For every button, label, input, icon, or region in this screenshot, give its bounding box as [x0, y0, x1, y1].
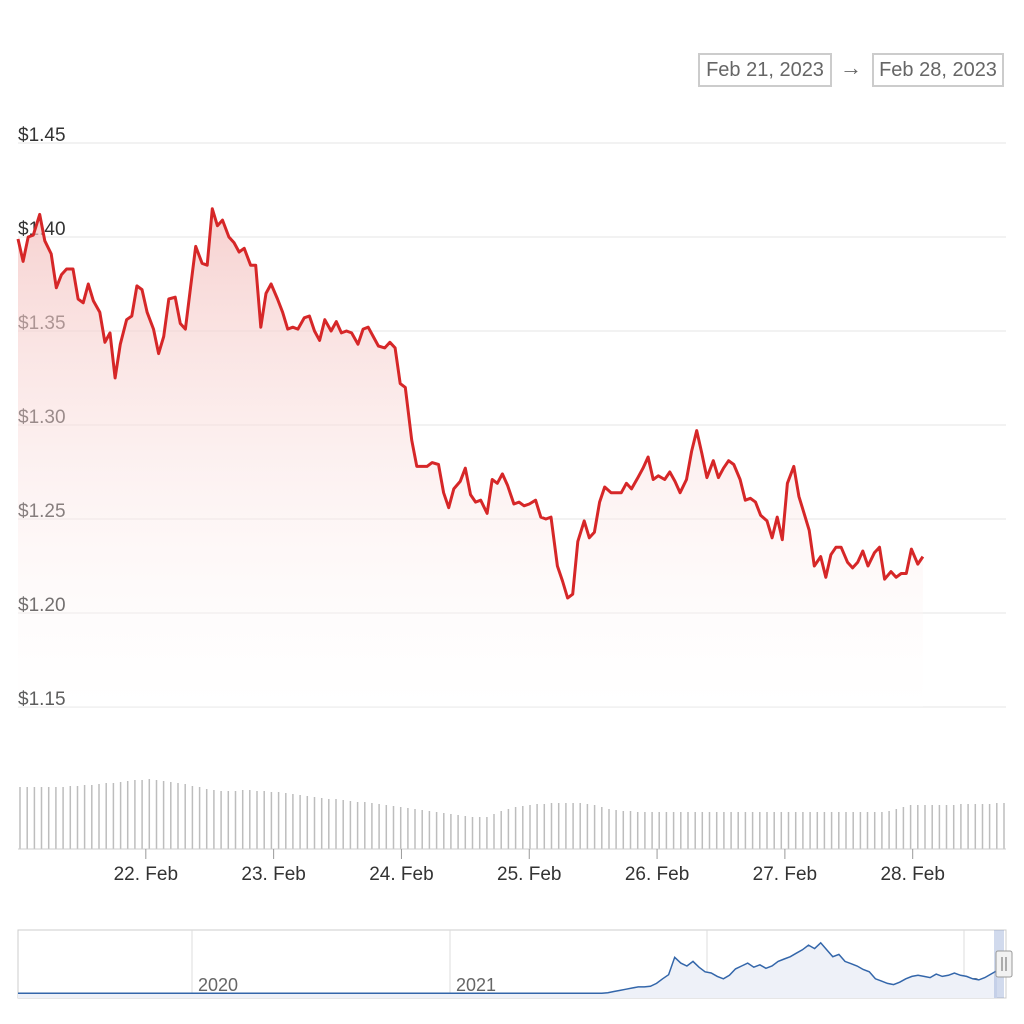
navigator-area	[18, 942, 997, 998]
navigator-year-label: 2020	[198, 975, 238, 995]
x-tick-label: 24. Feb	[369, 864, 433, 885]
range-from-input[interactable]: Feb 21, 2023	[698, 53, 832, 87]
range-to-input[interactable]: Feb 28, 2023	[872, 53, 1004, 87]
x-tick-label: 23. Feb	[241, 864, 305, 885]
x-axis: 22. Feb 23. Feb 24. Feb 25. Feb 26. Feb 27. F…	[114, 849, 945, 885]
x-tick-label: 27. Feb	[753, 864, 817, 885]
navigator-year-label: 2021	[456, 975, 496, 995]
navigator[interactable]: 2020202120222...	[17, 929, 1013, 999]
price-area-fill	[18, 208, 923, 708]
navigator-handle[interactable]	[995, 950, 1013, 978]
price-line	[16, 207, 925, 600]
navigator-line	[18, 941, 998, 995]
x-tick-label: 28. Feb	[880, 864, 944, 885]
x-tick-label: 22. Feb	[114, 864, 178, 885]
x-tick-label: 25. Feb	[497, 864, 561, 885]
x-tick-label: 26. Feb	[625, 864, 689, 885]
range-arrow-icon: →	[840, 55, 862, 80]
y-tick-label: $1.45	[18, 125, 66, 146]
volume-bars	[18, 779, 1006, 850]
price-area	[16, 207, 925, 708]
